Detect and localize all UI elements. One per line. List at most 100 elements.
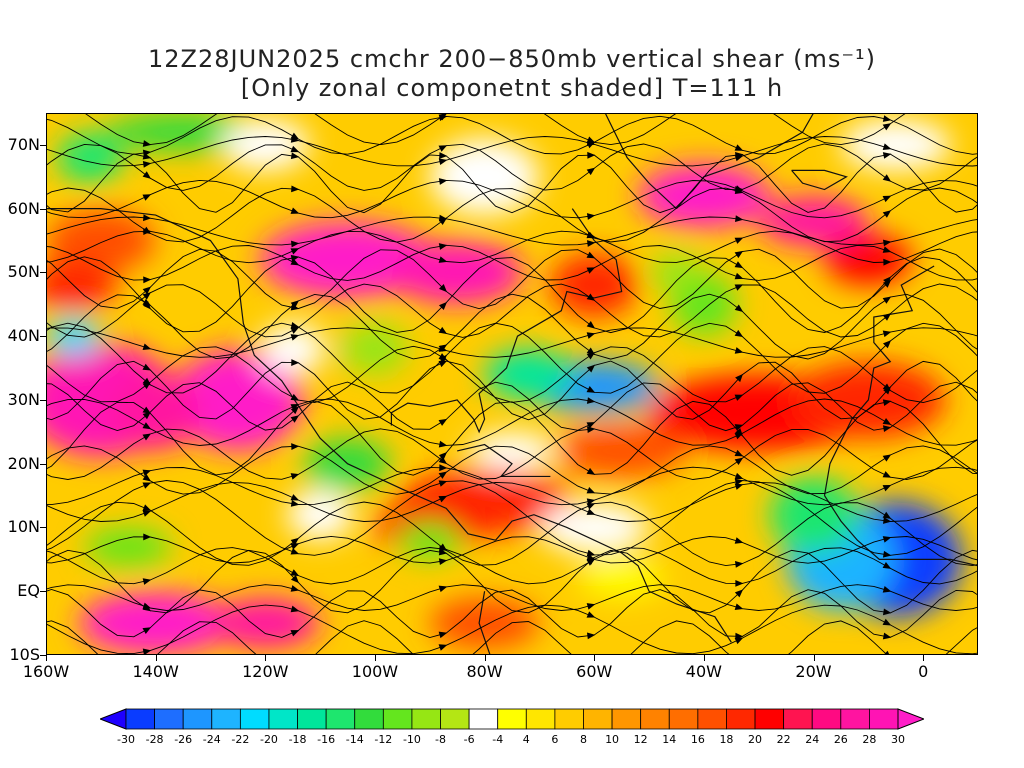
coastline bbox=[676, 113, 815, 210]
streamline-arrow bbox=[291, 185, 300, 193]
lon-label: 0 bbox=[918, 662, 929, 681]
streamline-arrow bbox=[290, 605, 300, 613]
streamlines bbox=[46, 113, 978, 655]
streamline-arrow bbox=[734, 187, 744, 195]
streamline bbox=[46, 230, 978, 264]
streamline-arrow bbox=[290, 258, 300, 266]
streamline-arrow bbox=[882, 471, 892, 478]
streamline-arrow bbox=[882, 174, 892, 182]
streamline-arrow bbox=[586, 508, 596, 515]
colorbar-label: -20 bbox=[259, 733, 278, 746]
streamline-arrow bbox=[882, 313, 892, 321]
streamline-arrow bbox=[290, 393, 300, 401]
shear-region bbox=[111, 374, 200, 451]
colorbar-label: -24 bbox=[202, 733, 221, 746]
streamline-arrow bbox=[438, 178, 448, 185]
shear-region bbox=[396, 521, 463, 560]
shear-region bbox=[555, 425, 688, 477]
lat-label: 30N bbox=[7, 389, 40, 409]
streamline-arrow bbox=[883, 258, 892, 266]
chart-title: 12Z28JUN2025 cmchr 200−850mb vertical sh… bbox=[148, 45, 876, 73]
shear-region bbox=[840, 119, 951, 171]
streamline-arrow bbox=[290, 135, 300, 143]
streamline bbox=[46, 445, 978, 495]
streamline-arrow bbox=[142, 363, 152, 371]
streamline bbox=[46, 480, 978, 556]
streamline-arrow bbox=[438, 644, 448, 651]
colorbar-label: -10 bbox=[402, 733, 421, 746]
streamline bbox=[46, 216, 978, 246]
streamline-arrow bbox=[734, 215, 744, 223]
streamline-arrow bbox=[290, 473, 300, 480]
streamline bbox=[46, 143, 978, 191]
streamline-arrow bbox=[438, 585, 448, 593]
streamline bbox=[46, 136, 978, 167]
colorbar-box bbox=[239, 708, 270, 730]
colorbar-box bbox=[869, 708, 899, 730]
colorbar-label: 12 bbox=[633, 733, 648, 746]
lon-tick bbox=[703, 655, 705, 661]
streamline-arrow bbox=[438, 452, 448, 461]
lat-tick bbox=[40, 399, 46, 401]
colorbar-label: -28 bbox=[145, 733, 164, 746]
streamline-arrow bbox=[882, 536, 892, 543]
lon-label: 20W bbox=[795, 662, 832, 681]
chart-subtitle: [Only zonal componetnt shaded] T=111 h bbox=[240, 74, 784, 102]
coastline bbox=[823, 265, 935, 496]
streamline-arrow bbox=[143, 228, 152, 235]
colorbar bbox=[100, 708, 924, 730]
streamline-arrow bbox=[734, 261, 744, 269]
streamline-arrow bbox=[734, 394, 744, 401]
streamline bbox=[46, 283, 978, 338]
streamline-arrow bbox=[586, 632, 596, 640]
streamline-arrow bbox=[290, 334, 300, 341]
lat-label: 60N bbox=[7, 198, 40, 218]
streamline-arrow bbox=[587, 426, 596, 434]
streamline-arrow bbox=[438, 256, 448, 263]
streamline-arrow bbox=[882, 239, 892, 247]
streamline-arrow bbox=[290, 145, 300, 153]
colorbar-label: 4 bbox=[522, 733, 530, 746]
streamline-arrow bbox=[290, 322, 300, 329]
colorbar-label: 6 bbox=[551, 733, 559, 746]
colorbar-box bbox=[840, 708, 870, 730]
streamline-arrow bbox=[290, 569, 300, 577]
streamline-arrow bbox=[882, 210, 892, 218]
lat-label: 10S bbox=[9, 645, 40, 664]
streamline-arrow bbox=[883, 386, 892, 395]
streamline-arrow bbox=[438, 158, 448, 166]
streamline-arrow bbox=[290, 406, 300, 415]
colorbar-box bbox=[525, 708, 556, 730]
streamline-arrow bbox=[587, 151, 596, 159]
colorbar-label: -18 bbox=[288, 733, 307, 746]
coastline bbox=[457, 443, 551, 478]
streamline-arrow bbox=[586, 498, 596, 506]
lat-tick bbox=[40, 144, 46, 146]
streamline-arrow bbox=[882, 152, 892, 159]
colorbar-label: 8 bbox=[579, 733, 587, 746]
coastline bbox=[478, 591, 491, 655]
streamline bbox=[46, 153, 978, 214]
shear-region bbox=[649, 253, 704, 292]
streamline bbox=[46, 345, 978, 403]
shear-region bbox=[429, 597, 540, 649]
streamline-arrow bbox=[883, 276, 892, 285]
streamline-arrow bbox=[290, 574, 299, 584]
shear-region bbox=[56, 132, 123, 184]
streamline-arrow bbox=[290, 548, 300, 555]
streamline-arrow bbox=[142, 152, 152, 160]
colorbar-box bbox=[182, 708, 213, 730]
colorbar-label: -12 bbox=[374, 733, 393, 746]
streamline-arrow bbox=[290, 494, 300, 501]
colorbar-box bbox=[297, 708, 327, 730]
streamline-arrow bbox=[290, 248, 300, 255]
streamline bbox=[46, 360, 978, 421]
colorbar-box bbox=[268, 708, 298, 730]
lat-label: 50N bbox=[7, 262, 40, 282]
streamline-arrow bbox=[734, 284, 744, 291]
lon-label: 160W bbox=[22, 662, 70, 681]
streamline-arrow bbox=[439, 464, 448, 472]
lon-label: 140W bbox=[132, 662, 179, 681]
streamline-arrow bbox=[586, 231, 596, 239]
streamline-arrow bbox=[142, 648, 152, 655]
